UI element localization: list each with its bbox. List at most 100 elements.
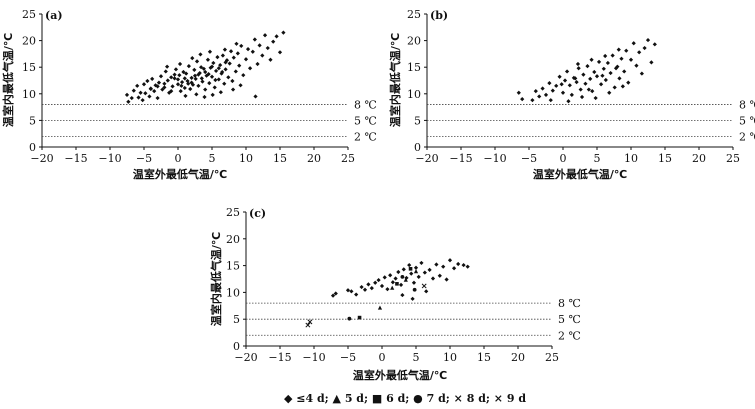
data-point-diamond [589,57,594,62]
data-point-diamond [349,289,354,294]
data-point-diamond [639,71,644,76]
data-point-diamond [189,75,194,80]
data-point-diamond [628,57,634,62]
data-point-triangle [377,305,383,310]
data-point-diamond [277,50,283,55]
y-tick-label: 10 [22,88,36,101]
data-point-diamond [413,265,419,270]
data-point-diamond [583,81,588,86]
data-point-diamond [410,296,415,301]
data-point-diamond [181,69,186,75]
data-point-diamond [216,66,221,71]
data-point-diamond [192,67,197,72]
data-point-diamond [645,37,651,43]
data-point-diamond [223,60,228,65]
data-point-diamond [569,92,574,97]
data-point-diamond [619,56,624,61]
data-point-diamond [222,81,227,86]
data-point-diamond [162,85,167,90]
scatter-panel-c: −20 −15 −10 −5 0 5 10 15 20 25 0 5 10 15 20 25 8 ℃ 5 ℃ 2 ℃… [209,206,581,382]
data-point-diamond [162,81,167,86]
data-point-diamond [620,84,625,89]
data-point-diamond [388,273,393,278]
data-point-diamond [255,61,260,67]
data-point-diamond [456,261,461,267]
data-point-diamond [557,74,562,79]
data-point-diamond [600,73,605,78]
data-point-diamond [379,283,385,289]
x-axis-title: 温室外最低气温/℃ [533,167,627,181]
data-point-diamond [585,64,590,69]
data-point-diamond [177,73,182,78]
data-point-x [307,319,313,325]
data-point-triangle [390,285,395,290]
data-point-diamond [216,77,221,82]
data-point-diamond [165,64,170,69]
data-point-diamond [594,74,600,79]
data-point-diamond [136,95,141,100]
data-point-diamond [366,282,371,287]
data-point-diamond [169,75,174,80]
data-point-diamond [203,87,208,92]
y-axis-title: 温室内最低气温/℃ [388,33,402,127]
data-point-diamond [274,34,279,39]
data-point-diamond [573,76,578,81]
data-point-diamond [230,78,235,84]
data-point-diamond [616,47,621,52]
data-point-diamond [250,49,255,54]
data-point-diamond [598,82,604,87]
data-point-diamond [253,94,258,99]
data-point-diamond [590,89,595,94]
data-point-diamond [550,88,555,93]
data-point-diamond [333,291,338,296]
data-point-diamond [603,77,608,83]
x-tick-label: 15 [273,152,287,165]
data-point-circle [400,274,405,279]
data-point-diamond [140,98,145,103]
reference-line-label: 2 ℃ [354,130,377,143]
y-tick-label: 25 [22,8,36,21]
data-point-diamond [581,72,586,77]
x-tick-label: 0 [379,351,386,364]
data-point-diamond [613,66,619,71]
data-point-diamond [345,288,351,293]
reference-line-label: 2 ℃ [558,329,581,342]
data-point-diamond [218,90,223,95]
data-point-diamond [227,61,232,66]
data-point-diamond [574,79,579,85]
data-point-diamond [260,53,265,58]
x-stroke [305,322,311,328]
data-point-diamond [281,30,286,35]
x-tick-label: 0 [175,152,182,165]
data-point-diamond [199,76,204,81]
x-tick-label: 0 [560,152,567,165]
data-point-diamond [419,260,424,266]
data-point-diamond [186,81,191,86]
data-point-diamond [409,271,414,276]
data-point-diamond [593,95,598,101]
x-stroke [421,283,427,289]
data-point-diamond [211,60,216,66]
data-point-diamond [194,92,199,97]
data-point-diamond [530,98,535,103]
y-axis-title: 温室内最低气温/℃ [209,232,223,326]
data-point-diamond [234,41,239,46]
y-tick-label: 5 [233,313,240,326]
y-tick-label: 20 [226,233,240,246]
data-point-diamond [145,78,150,84]
x-tick-label: −15 [268,351,291,364]
data-point-diamond [354,292,359,297]
y-tick-label: 15 [22,61,36,74]
data-point-diamond [252,37,257,42]
y-tick-label: 0 [414,141,421,154]
data-point-square [408,267,413,271]
plot-area [246,212,552,346]
panel-label: (b) [430,9,448,22]
x-tick-label: 5 [594,152,601,165]
data-point-diamond [194,59,200,64]
data-point-diamond [231,55,236,60]
chart-legend: ◆ ≤4 d; ▲ 5 d; ■ 6 d; ● 7 d; × 8 d; × 9 … [284,392,526,405]
data-point-diamond [129,95,134,101]
data-point-diamond [576,66,581,71]
data-point-diamond [441,264,446,269]
